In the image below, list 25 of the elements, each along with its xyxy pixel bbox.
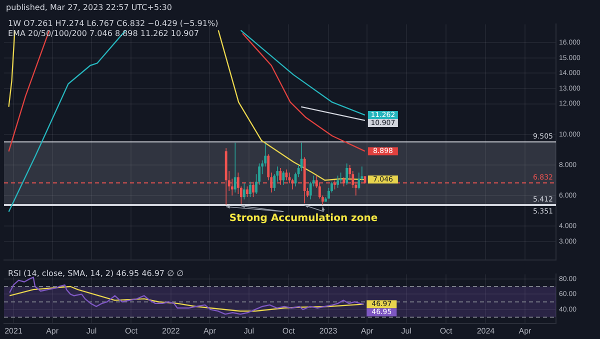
x-tick-label: 2021: [4, 326, 23, 336]
candlestick: [340, 172, 342, 184]
x-tick-label: Apr: [518, 326, 532, 336]
x-tick-label: Jul: [401, 326, 412, 336]
annotation: RSI (14, close, SMA, 14, 2) 46.95 46.97 ∅ ∅: [8, 269, 185, 279]
x-tick-label: Apr: [203, 326, 216, 336]
annotation: Strong Accumulation zone: [229, 213, 378, 224]
candlestick: [243, 182, 246, 200]
x-tick-label: Apr: [46, 326, 59, 336]
x-tick-label: Oct: [440, 326, 454, 336]
x-tick-label: Jul: [86, 326, 97, 336]
chart-title: published, Mar 27, 2023 22:57 UTC+5:30: [5, 2, 173, 14]
annotation: 1W O7.261 H7.274 L6.767 C6.832 −0.429 (−5.91%): [8, 19, 220, 29]
candlestick: [346, 163, 348, 186]
candlestick: [246, 186, 248, 198]
x-tick-label: Oct: [124, 326, 138, 336]
x-tick-label: Jul: [244, 326, 254, 336]
x-tick-label: Oct: [282, 326, 296, 336]
candlestick: [249, 181, 252, 198]
candlestick: [234, 142, 236, 193]
x-tick-label: 2024: [476, 326, 496, 336]
candlestick: [336, 175, 339, 188]
x-tick-label: 2022: [162, 326, 180, 336]
x-tick-label: 2023: [319, 326, 338, 336]
x-tick-label: Apr: [360, 326, 374, 336]
